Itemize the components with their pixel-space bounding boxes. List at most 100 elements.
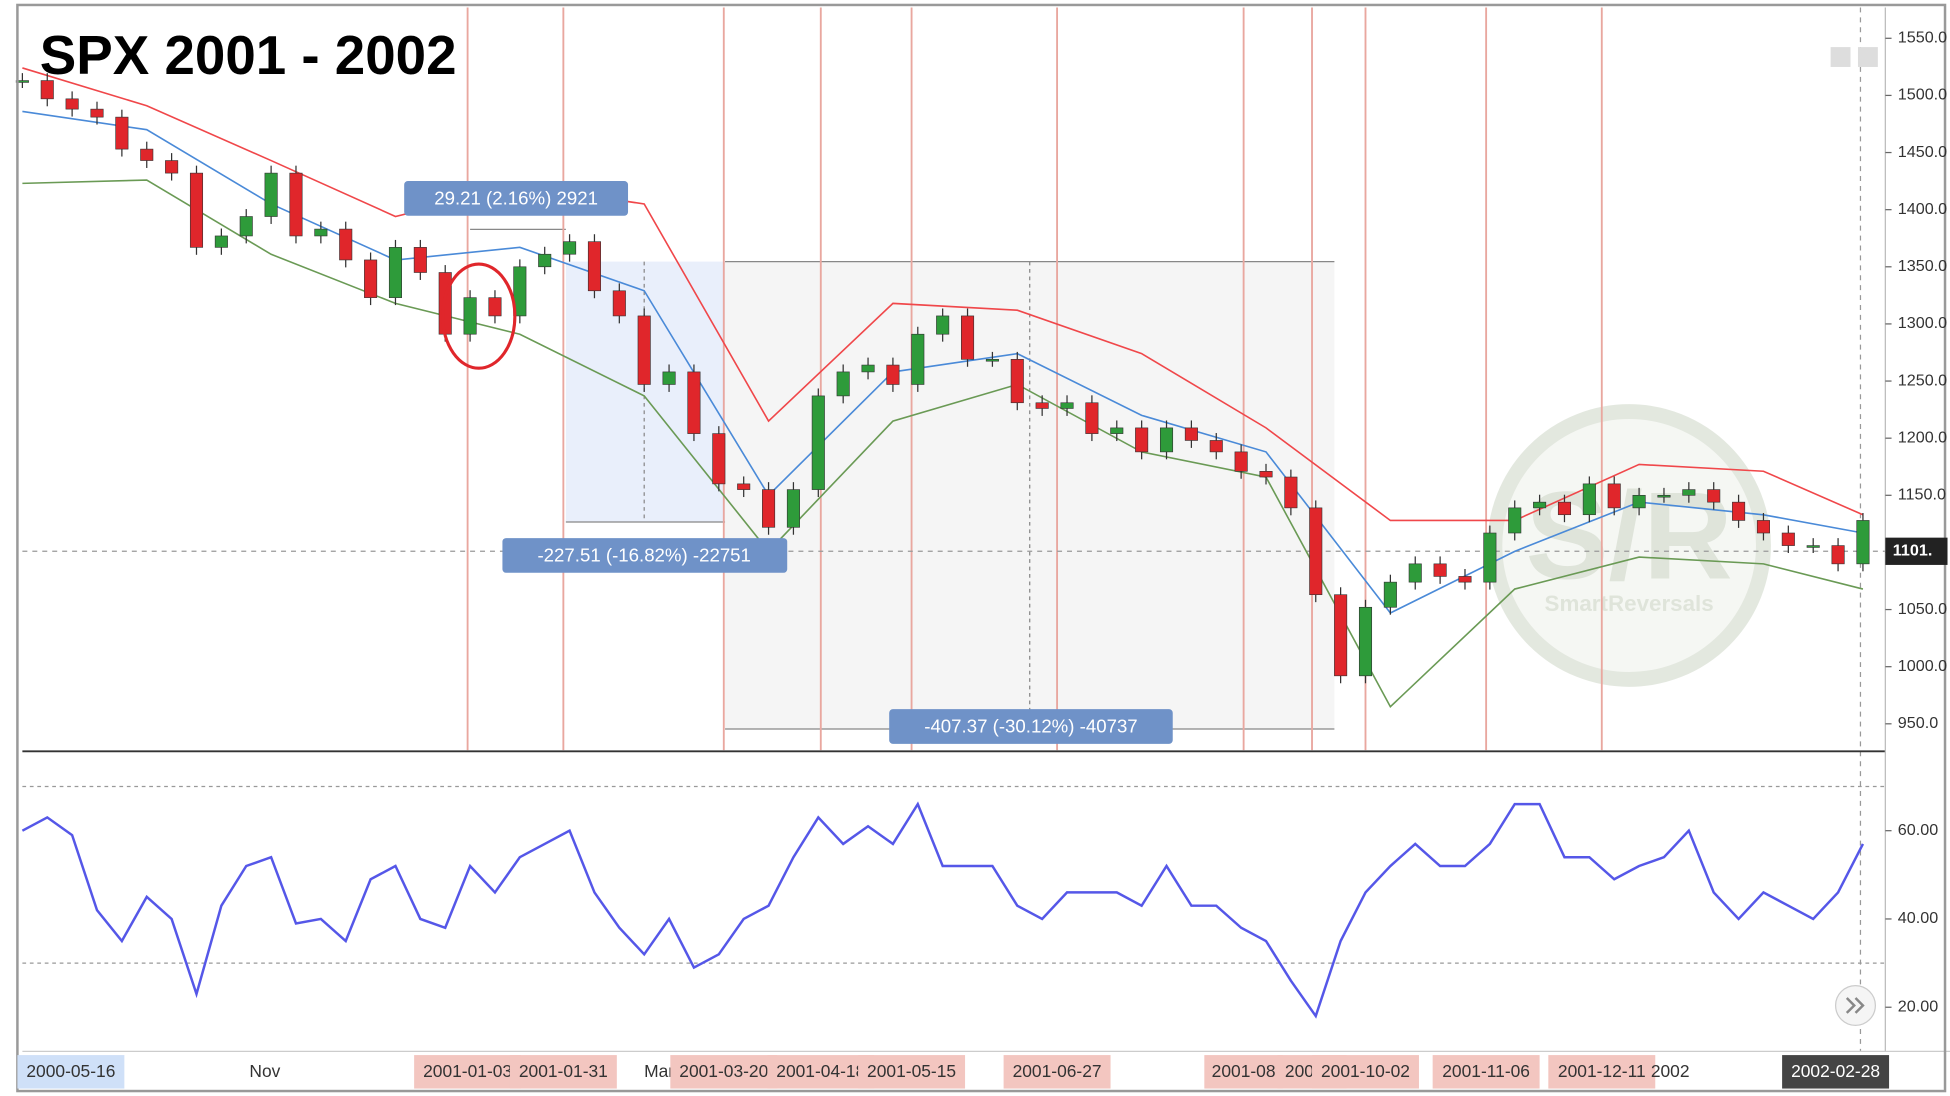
candle-body (961, 315, 975, 360)
candle-body (1806, 545, 1820, 548)
y-tick-label: 1350.0 (1898, 257, 1947, 275)
y-tick-label: 1250.0 (1898, 371, 1947, 389)
y-tick-label: 1000.0 (1898, 657, 1947, 675)
y-tick-label: 950.0 (1898, 714, 1938, 732)
candle-body (115, 116, 129, 150)
x-tick-label: 2002-02-28 (1791, 1061, 1880, 1081)
x-tick-box (1312, 1055, 1419, 1089)
x-tick-box (1432, 1055, 1540, 1089)
candle-body (189, 172, 204, 248)
x-tick-box (509, 1055, 617, 1089)
x-tick-label: Nov (249, 1061, 280, 1081)
candle-body (1508, 507, 1522, 534)
measure-label: -407.37 (-30.12%) -40737 (889, 709, 1173, 744)
candle-body (1309, 507, 1323, 596)
measure-text: -227.51 (-16.82%) -22751 (537, 545, 750, 566)
candle-body (1707, 489, 1721, 503)
chart-title: SPX 2001 - 2002 (40, 25, 457, 86)
candle-body (463, 297, 477, 335)
x-tick-box (1782, 1055, 1890, 1089)
candle-body (1284, 476, 1298, 509)
candle-body (936, 315, 950, 335)
candle-body (1732, 501, 1746, 521)
x-tick-label: 2001-01-31 (519, 1061, 608, 1081)
icon-button[interactable] (1830, 47, 1851, 67)
candle-body (1557, 501, 1572, 516)
highlight-circle (441, 262, 517, 370)
candle-body (1483, 532, 1497, 583)
candle-body (985, 359, 999, 362)
candle-body (612, 290, 626, 317)
candle-body (1756, 520, 1770, 534)
candle-body (1781, 532, 1795, 546)
candle-body (786, 489, 800, 528)
scroll-button[interactable] (1834, 985, 1877, 1026)
label-box (889, 709, 1173, 744)
x-tick-label: 2001-04-18 (776, 1061, 865, 1081)
x-tick-label: 2001-06-27 (1013, 1061, 1102, 1081)
measure-text: -407.37 (-30.12%) -40737 (924, 716, 1137, 737)
candle-body (40, 80, 54, 100)
candle-body (911, 333, 925, 385)
watermark-logo: S/R (1526, 467, 1733, 605)
overlay-line (22, 110, 1864, 614)
candle-body (1458, 576, 1472, 583)
candle-body (1632, 494, 1646, 509)
candle-body (1533, 501, 1547, 509)
candle-body (1831, 545, 1845, 565)
watermark-text: SmartReversals (1545, 591, 1714, 616)
candle-body (587, 241, 601, 292)
candle-body (289, 172, 303, 237)
overlay-line (22, 67, 1864, 522)
candle-body (1060, 402, 1074, 409)
x-tick-label: 2001-10-02 (1321, 1061, 1410, 1081)
candle-body (886, 364, 900, 385)
x-tick-label: 2001-08 (1212, 1061, 1276, 1081)
label-box (502, 538, 788, 573)
candle-body (1682, 489, 1696, 496)
candle-body (637, 315, 651, 385)
candle-body (413, 247, 427, 273)
candle-body (861, 364, 875, 373)
x-tick-box (767, 1055, 875, 1089)
candle-body (687, 371, 701, 434)
candle-body (1234, 451, 1248, 472)
x-tick-box (17, 1055, 125, 1089)
y-tick-label: 1550.0 (1898, 29, 1947, 47)
icon-button[interactable] (1857, 47, 1878, 67)
candle-body (712, 433, 726, 485)
x-tick-label: 2000-05-16 (26, 1061, 115, 1081)
candle-body (737, 483, 751, 490)
candle-body (1433, 563, 1447, 577)
candle-body (513, 266, 527, 317)
candle-body (239, 216, 253, 237)
candle-body (1259, 471, 1273, 478)
measure-label: 29.21 (2.16%) 2921 (404, 181, 629, 216)
toolbar[interactable] (1830, 47, 1878, 67)
candle-body (1110, 427, 1124, 434)
candle-body (811, 395, 825, 490)
x-tick-box (1204, 1055, 1283, 1089)
candle-body (836, 371, 850, 397)
y-tick-label: 1500.0 (1898, 86, 1947, 104)
y-tick-label: 40.00 (1898, 909, 1938, 927)
candle-body (339, 228, 353, 261)
x-tick-label: 2001-03-20 (679, 1061, 768, 1081)
candle-body (165, 160, 179, 174)
x-tick-box (670, 1055, 778, 1089)
scroll-icon (1845, 997, 1865, 1014)
candle-body (1383, 581, 1397, 608)
candle-body (538, 253, 552, 268)
candle-body (1010, 359, 1024, 404)
y-tick-label: 1450.0 (1898, 143, 1947, 161)
y-tick-label: 1400.0 (1898, 200, 1947, 218)
candle-body (1408, 563, 1422, 583)
plot (15, 7, 1886, 1052)
candle-body (1856, 520, 1870, 565)
candle-body (314, 228, 328, 237)
candle-body (1159, 427, 1174, 453)
x-tick-box (1548, 1055, 1656, 1089)
candle-body (1358, 606, 1373, 677)
candle-body (1607, 483, 1621, 509)
